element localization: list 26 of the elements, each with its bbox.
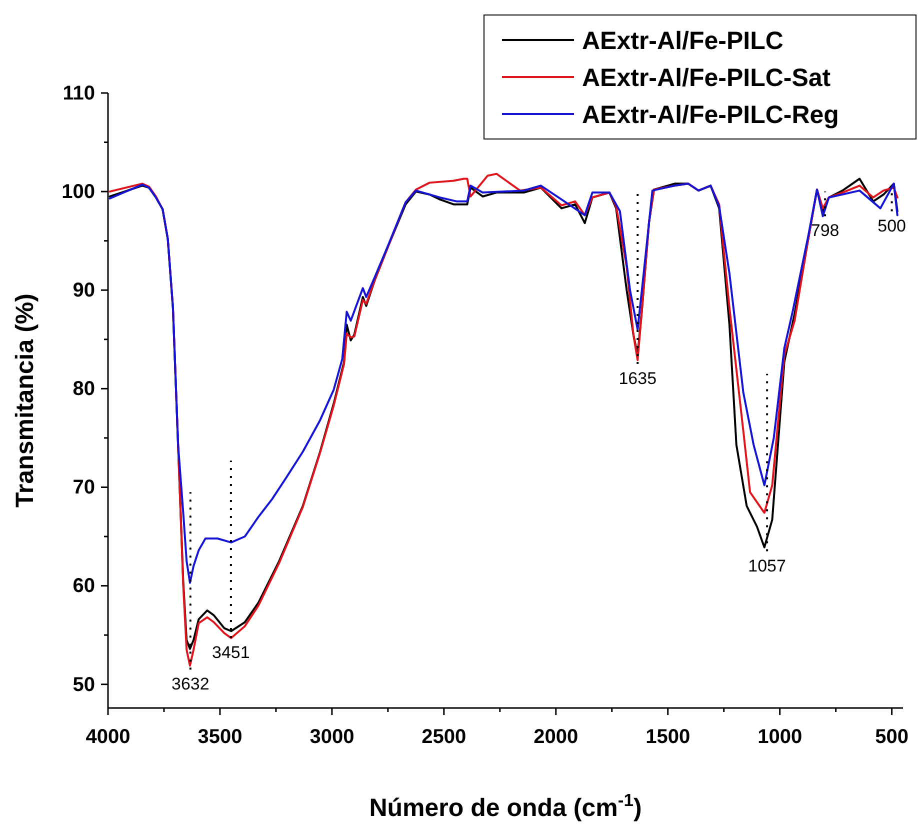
y-tick-label: 70 [72, 476, 95, 499]
annotation: 1057 [748, 556, 786, 576]
y-tick-label: 50 [72, 674, 95, 696]
annotation: 3632 [171, 674, 210, 694]
x-tick-label: 1500 [646, 726, 690, 748]
y-tick-label: 100 [62, 180, 95, 203]
annotation: 500 [878, 216, 906, 236]
x-tick-label: 4000 [86, 726, 130, 748]
legend-label: AExtr-Al/Fe-PILC-Sat [582, 64, 832, 92]
x-tick-label: 1000 [758, 726, 802, 748]
y-tick-label: 60 [72, 575, 95, 598]
x-tick-label: 500 [875, 726, 908, 748]
x-tick-label: 3500 [198, 726, 242, 748]
y-tick-label: 80 [72, 378, 95, 400]
x-tick-label: 3000 [310, 726, 354, 748]
x-tick-label: 2500 [422, 726, 466, 748]
annotation: 3451 [212, 643, 250, 662]
x-axis-title: Número de onda (cm$^{-1}$) [369, 790, 642, 822]
annotation: 1635 [618, 369, 657, 388]
legend-label: AExtr-Al/Fe-PILC-Reg [582, 101, 839, 129]
y-tick-label: 90 [72, 280, 95, 302]
y-tick-label: 110 [62, 82, 95, 104]
annotation: 798 [810, 221, 840, 240]
y-axis-title: Transmitancia (%) [11, 294, 39, 508]
legend-label: AExtr-Al/Fe-PILC [582, 27, 784, 55]
x-tick-label: 2000 [534, 726, 578, 748]
